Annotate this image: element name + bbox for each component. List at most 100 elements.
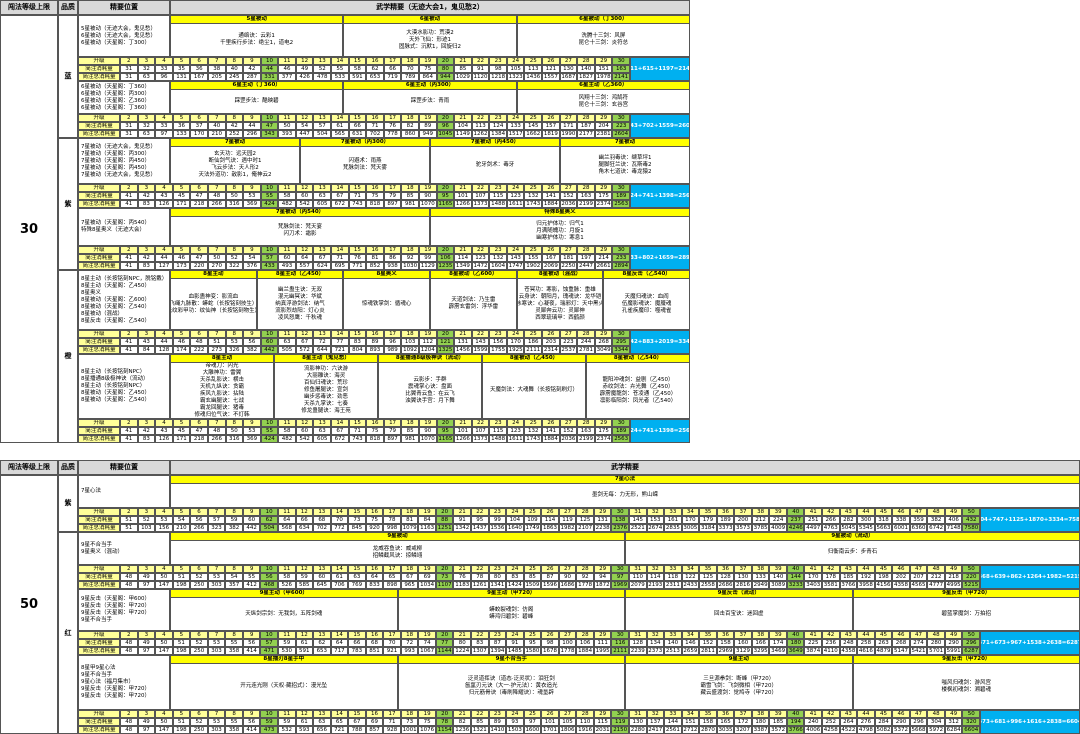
cost-cell: 167 <box>542 254 560 262</box>
cost-cell: 2193 <box>646 581 665 589</box>
section: 9星被动（流动） 归衡南云步：步青石 <box>625 532 1080 565</box>
cost-cell: 572 <box>295 346 314 354</box>
quality: 红 <box>58 532 78 734</box>
cost-cell: 2036 <box>559 435 578 443</box>
cost-cell: 290 <box>892 718 910 726</box>
cost-cell: 1079 <box>400 524 419 532</box>
cost-cell: 155 <box>524 254 543 262</box>
level-cell: 48 <box>927 710 945 718</box>
cost-cell: 123 <box>506 427 525 435</box>
cost-cell: 316 <box>225 435 244 443</box>
cost-cell: 1373 <box>471 435 490 443</box>
cost-cell: 303 <box>207 581 226 589</box>
cost-cell: 67 <box>331 427 349 435</box>
level-cell: 18 <box>400 508 419 516</box>
cost-cell: 2199 <box>577 435 595 443</box>
cost-cell: 55 <box>331 65 349 73</box>
cost-cell: 53 <box>207 639 226 647</box>
level-cell: 7 <box>207 508 226 516</box>
cost-cell: 593 <box>295 726 314 734</box>
level-cell: 10 <box>260 184 279 192</box>
level-cell: 10 <box>260 114 279 122</box>
cost-cell: 331 <box>260 73 279 81</box>
cost-cell: 717 <box>330 647 349 655</box>
cost-cell: 62 <box>260 516 278 524</box>
level-cell: 21 <box>454 57 472 65</box>
cost-cell: 218 <box>190 435 208 443</box>
section-line: 月满随魄功：月旋1 <box>536 227 584 234</box>
level-cell: 11 <box>277 508 296 516</box>
level-cell: 29 <box>594 114 613 122</box>
cost-cell: 31 <box>120 65 138 73</box>
cost-cell: 5991 <box>944 647 963 655</box>
cost-cell: 98 <box>489 65 507 73</box>
section-line: 天纵剑宗剑：无我剑，五阵剑魂 <box>245 610 323 617</box>
header-cell: 品质 <box>58 460 78 475</box>
level-cell: 23 <box>489 57 507 65</box>
cost-cell: 51 <box>172 718 191 726</box>
cost-cell: 95 <box>471 516 489 524</box>
cost-cell: 165 <box>716 718 735 726</box>
cost-cell: 97 <box>137 581 156 589</box>
position-line: 5星被动（无迹大会，鬼见愁） <box>81 25 157 32</box>
level-cell: 27 <box>558 565 577 573</box>
cost-cell: 56 <box>190 516 208 524</box>
cost-cell: 1045 <box>436 130 455 138</box>
cost-cell: 920 <box>365 524 384 532</box>
cost-cell: 585 <box>295 581 314 589</box>
section: 5星被动 通络诀：云彩1 千里疾行步法：绝尘1，道电2 <box>170 15 344 57</box>
cost-cell: 76 <box>453 573 472 581</box>
position-line: 6星被动（天星阁：丁360） <box>81 104 150 111</box>
cost-cell: 4565 <box>909 581 928 589</box>
cost-cell: 178 <box>822 573 840 581</box>
cost-cell: 152 <box>559 192 578 200</box>
cost-cell: 32 <box>137 65 156 73</box>
summary: 442+883+2019=3344 <box>630 330 690 354</box>
level-cell: 4 <box>155 508 173 516</box>
level-cell: 25 <box>523 631 542 639</box>
cost-cell: 473 <box>260 726 278 734</box>
cost-cell: 63 <box>313 427 332 435</box>
level-cell: 9 <box>243 184 261 192</box>
cost-cell: 59 <box>277 639 296 647</box>
level-cell: 10 <box>260 710 278 718</box>
cost-cell: 369 <box>243 200 261 208</box>
cost-cell: 2031 <box>593 726 612 734</box>
level-cell: 30 <box>612 114 630 122</box>
level-cell: 11 <box>278 330 296 338</box>
quality: 紫 <box>58 138 78 270</box>
cost-cell: 36 <box>190 65 208 73</box>
cost-cell: 69 <box>365 718 384 726</box>
cost-cell: 1218 <box>489 73 507 81</box>
cost-cell: 591 <box>348 73 367 81</box>
cost-cell: 897 <box>383 200 402 208</box>
cost-cell: 172 <box>734 718 752 726</box>
header-cell: 武学精要（无迹大会1，鬼见愁2） <box>170 0 690 15</box>
cost-cell: 2835 <box>664 524 682 532</box>
cost-cell: 55 <box>225 639 243 647</box>
cost-cell: 1165 <box>436 200 455 208</box>
position-notes: 8星主动（长按铭刻NPC） 8星播通8级极神诀（流动） 8星主动（长按铭刻NPC） 8… <box>78 354 170 419</box>
level-cell: 5 <box>172 565 191 573</box>
cost-cell: 38 <box>207 65 226 73</box>
position-line: 8星被动（天星阁：乙450） <box>81 390 150 396</box>
cost-cell: 266 <box>190 524 208 532</box>
cost-cell: 284 <box>874 718 893 726</box>
section-lines: 碧蓝掌魔剑：万拍招 <box>941 598 991 630</box>
cost-cell: 61 <box>331 122 349 130</box>
cost-cell: 1183 <box>453 581 472 589</box>
section-line: 踩罡步法：青雨 <box>410 98 450 104</box>
cost-cell: 57 <box>260 254 279 262</box>
cost-cell: 186 <box>524 338 543 346</box>
level-cell: 31 <box>628 508 647 516</box>
level-cell: 24 <box>506 330 525 338</box>
position-line: 9星不合当手 <box>81 541 112 548</box>
level-cell: 34 <box>681 631 700 639</box>
level-cell: 12 <box>295 246 314 254</box>
level-cell: 16 <box>366 57 384 65</box>
cost-cell: 145 <box>524 122 543 130</box>
level-cell: 15 <box>348 710 366 718</box>
section-line: 飞绳九脉散：蟒蛇（长按铭刻技生） <box>170 300 257 307</box>
cost-cell: 702 <box>366 130 384 138</box>
cost-cell: 3184 <box>699 524 717 532</box>
